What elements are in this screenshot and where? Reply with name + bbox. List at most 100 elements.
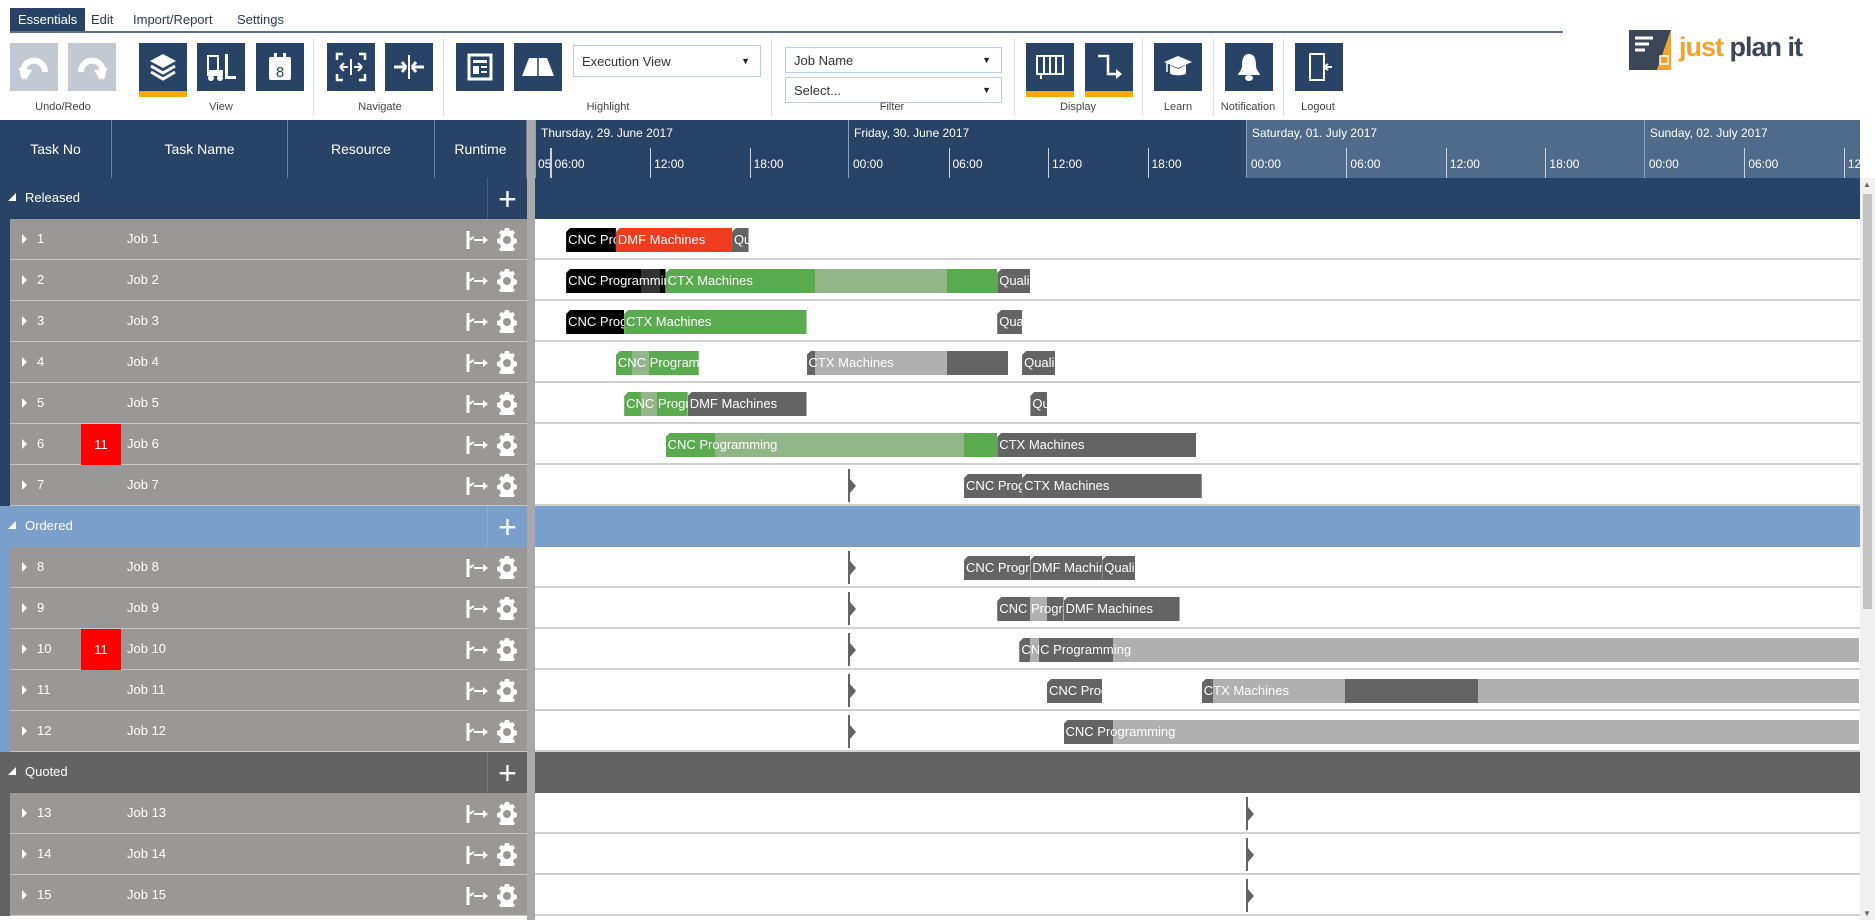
- column-header-resource[interactable]: Resource: [288, 120, 435, 178]
- dependency-icon[interactable]: [466, 434, 490, 459]
- dependency-icon[interactable]: [466, 598, 490, 623]
- task-bar[interactable]: CTX Machines: [1022, 474, 1202, 498]
- task-bar[interactable]: DMF Machines: [615, 228, 732, 252]
- notification-button[interactable]: [1225, 43, 1273, 91]
- expand-button[interactable]: [327, 43, 375, 91]
- task-bar[interactable]: Quali: [997, 269, 1031, 293]
- collapse-triangle-icon[interactable]: [8, 767, 16, 775]
- task-bar[interactable]: CTX Machines: [806, 351, 1009, 375]
- expand-triangle-icon[interactable]: [22, 808, 27, 818]
- task-row[interactable]: 14 Job 14: [10, 834, 527, 875]
- dependency-icon[interactable]: [466, 393, 490, 418]
- funnel-button[interactable]: [514, 43, 562, 91]
- gear-icon[interactable]: [495, 883, 519, 910]
- dependency-icon[interactable]: [466, 639, 490, 664]
- highlight-select[interactable]: Execution View ▼: [573, 45, 761, 77]
- task-bar[interactable]: DMF Machines: [1030, 556, 1103, 580]
- task-bar[interactable]: Quali: [997, 310, 1023, 334]
- gear-icon[interactable]: [495, 555, 519, 582]
- dependency-icon[interactable]: [466, 803, 490, 828]
- task-row[interactable]: 2 Job 2: [10, 260, 527, 301]
- dependency-icon[interactable]: [466, 311, 490, 336]
- task-bar[interactable]: CNC Programming: [1019, 638, 1860, 662]
- task-bar[interactable]: CTX Machines: [1201, 679, 1860, 703]
- column-header-runtime[interactable]: Runtime: [435, 120, 527, 178]
- expand-triangle-icon[interactable]: [22, 439, 27, 449]
- task-row[interactable]: 8 Job 8: [10, 547, 527, 588]
- task-bar[interactable]: Quali: [1022, 351, 1056, 375]
- gear-icon[interactable]: [495, 391, 519, 418]
- task-row[interactable]: 12 Job 12: [10, 711, 527, 752]
- group-header-released[interactable]: Released +: [0, 178, 527, 219]
- expand-triangle-icon[interactable]: [22, 726, 27, 736]
- task-row[interactable]: 5 Job 5: [10, 383, 527, 424]
- gear-icon[interactable]: [495, 596, 519, 623]
- task-bar[interactable]: CNC Programming: [1046, 679, 1103, 703]
- gear-icon[interactable]: [495, 350, 519, 377]
- expand-triangle-icon[interactable]: [22, 644, 27, 654]
- expand-triangle-icon[interactable]: [22, 234, 27, 244]
- group-header-ordered[interactable]: Ordered +: [0, 506, 527, 547]
- splitter[interactable]: [527, 120, 535, 920]
- task-bar[interactable]: Quali: [1030, 392, 1047, 416]
- task-bar[interactable]: DMF Machines: [687, 392, 807, 416]
- task-bar[interactable]: CTX Machines: [624, 310, 807, 334]
- add-task-button[interactable]: +: [487, 506, 527, 547]
- task-row[interactable]: 13 Job 13: [10, 793, 527, 834]
- dependency-icon[interactable]: [466, 475, 490, 500]
- dependency-icon[interactable]: [466, 229, 490, 254]
- task-bar[interactable]: CNC Programming: [964, 474, 1023, 498]
- task-bar[interactable]: Quali: [731, 228, 749, 252]
- expand-triangle-icon[interactable]: [22, 275, 27, 285]
- expand-triangle-icon[interactable]: [22, 562, 27, 572]
- task-bar[interactable]: CNC Programming: [1063, 720, 1860, 744]
- tab-settings[interactable]: Settings: [237, 12, 284, 27]
- collapse-button[interactable]: [385, 43, 433, 91]
- details-button[interactable]: [456, 43, 504, 91]
- task-bar[interactable]: CNC Programming: [624, 392, 688, 416]
- logout-button[interactable]: [1295, 43, 1343, 91]
- scrollbar-thumb[interactable]: [1863, 194, 1872, 609]
- task-row[interactable]: 15 Job 15: [10, 875, 527, 916]
- undo-button[interactable]: [10, 43, 58, 91]
- task-row[interactable]: 3 Job 3: [10, 301, 527, 342]
- expand-triangle-icon[interactable]: [22, 480, 27, 490]
- tab-import-report[interactable]: Import/Report: [133, 12, 213, 27]
- task-row[interactable]: 4 Job 4: [10, 342, 527, 383]
- task-row[interactable]: 1 Job 1: [10, 219, 527, 260]
- task-bar[interactable]: CNC Programming: [566, 269, 666, 293]
- scroll-down-icon[interactable]: ▼: [1863, 909, 1871, 918]
- expand-triangle-icon[interactable]: [22, 849, 27, 859]
- display-columns-button[interactable]: [1026, 43, 1074, 97]
- add-task-button[interactable]: +: [487, 178, 527, 219]
- calendar-view-button[interactable]: 8: [256, 43, 304, 91]
- task-bar[interactable]: CNC Programming: [964, 556, 1031, 580]
- dependency-icon[interactable]: [466, 270, 490, 295]
- task-row[interactable]: 11 Job 11: [10, 670, 527, 711]
- expand-triangle-icon[interactable]: [22, 685, 27, 695]
- task-row[interactable]: 9 Job 9: [10, 588, 527, 629]
- scroll-up-icon[interactable]: ▲: [1863, 180, 1871, 189]
- dependency-icon[interactable]: [466, 885, 490, 910]
- dependency-icon[interactable]: [466, 721, 490, 746]
- resource-view-button[interactable]: [197, 43, 245, 91]
- gear-icon[interactable]: [495, 719, 519, 746]
- tab-essentials[interactable]: Essentials: [10, 8, 86, 32]
- gear-icon[interactable]: [495, 473, 519, 500]
- dependency-icon[interactable]: [466, 352, 490, 377]
- vertical-scrollbar[interactable]: ▲ ▼: [1860, 178, 1875, 920]
- group-header-quoted[interactable]: Quoted +: [0, 752, 527, 793]
- add-task-button[interactable]: +: [487, 752, 527, 793]
- task-bar[interactable]: CNC Programming: [615, 351, 699, 375]
- dependency-icon[interactable]: [466, 680, 490, 705]
- expand-triangle-icon[interactable]: [22, 398, 27, 408]
- gear-icon[interactable]: [495, 678, 519, 705]
- task-bar[interactable]: CNC Programming: [566, 310, 625, 334]
- collapse-triangle-icon[interactable]: [8, 521, 16, 529]
- expand-triangle-icon[interactable]: [22, 603, 27, 613]
- filter-value-select[interactable]: Select... ▼: [785, 77, 1002, 103]
- task-row[interactable]: 6 11 Job 6: [10, 424, 527, 465]
- display-dependencies-button[interactable]: [1085, 43, 1133, 97]
- gear-icon[interactable]: [495, 227, 519, 254]
- task-bar[interactable]: CNC Programming: [665, 433, 998, 457]
